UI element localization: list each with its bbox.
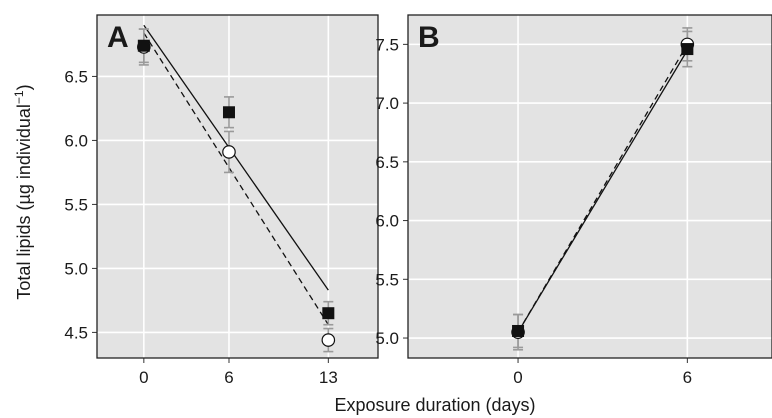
- marker-filled-square: [322, 307, 335, 320]
- marker-open-circle: [222, 145, 236, 159]
- y-tick-label: 5.5: [375, 270, 399, 289]
- marker-filled-square: [681, 43, 694, 56]
- marker-filled-square: [512, 324, 525, 337]
- panel-b: 5.0 5.5 6.0 6.5 7.0 7.5 0 6 B: [375, 14, 772, 387]
- y-axis-label-main: Total lipids (µg individual: [14, 104, 34, 299]
- plot-background: [408, 15, 772, 358]
- y-tick-label: 5.0: [375, 329, 399, 348]
- fit-line-solid: [143, 24, 329, 291]
- y-tick-label: 5.5: [64, 195, 88, 214]
- fit-line-dashed: [517, 44, 688, 333]
- y-tick-label: 5.0: [64, 259, 88, 278]
- marker-filled-square: [222, 106, 235, 119]
- x-tick-label: 6: [683, 368, 692, 387]
- y-tick-label: 6.5: [64, 67, 88, 86]
- y-tick-label: 6.0: [375, 212, 399, 231]
- plot-background: [97, 15, 378, 358]
- marker-open-circle: [321, 333, 336, 347]
- x-tick-label: 13: [319, 368, 338, 387]
- y-tick-label: 6.0: [64, 131, 88, 150]
- y-tick-label: 6.5: [375, 153, 399, 172]
- marker-filled-square: [137, 39, 150, 52]
- panel-title: A: [107, 21, 129, 54]
- y-tick-label: 4.5: [64, 323, 88, 342]
- plot-frame: [407, 14, 772, 359]
- y-axis-label-close: ): [14, 84, 34, 90]
- y-axis-label: Total lipids (µg individual−1): [12, 84, 34, 299]
- x-tick-label: 0: [513, 368, 522, 387]
- y-axis-label-superscript: −1: [12, 90, 26, 104]
- x-tick-label: 0: [139, 368, 148, 387]
- plot-frame: [96, 14, 379, 359]
- x-axis-label: Exposure duration (days): [334, 395, 535, 415]
- x-tick-label: 6: [224, 368, 233, 387]
- panel-a: 4.5 5.0 5.5 6.0 6.5 0 6 13 A: [64, 14, 379, 387]
- y-tick-label: 7.0: [375, 94, 399, 113]
- fit-line-dashed: [143, 32, 329, 326]
- panel-title: B: [418, 21, 440, 54]
- y-tick-label: 7.5: [375, 35, 399, 54]
